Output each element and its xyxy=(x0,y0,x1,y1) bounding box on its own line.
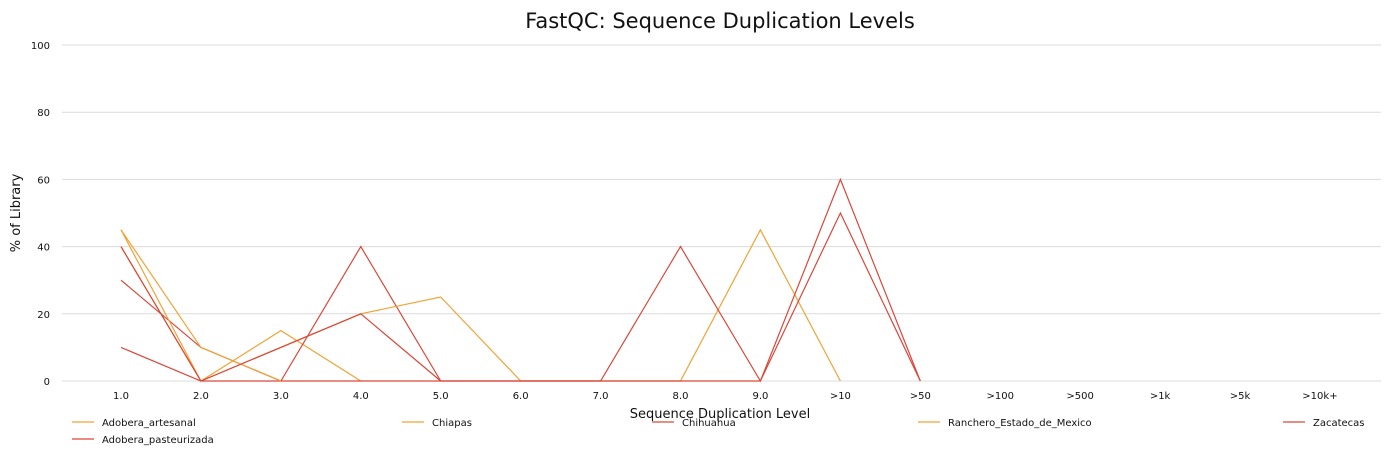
x-tick-label: >100 xyxy=(986,391,1013,402)
x-axis-label: Sequence Duplication Level xyxy=(630,407,810,422)
y-axis-label: % of Library xyxy=(9,173,24,252)
legend-label: Adobera_artesanal xyxy=(102,418,196,429)
legend-label: Zacatecas xyxy=(1313,418,1365,429)
x-tick-label: >10k+ xyxy=(1302,391,1337,402)
legend-label: Chiapas xyxy=(432,418,472,429)
legend: Adobera_artesanal Adobera_pasteurizada Chi… xyxy=(72,418,1365,446)
x-tick-label: >50 xyxy=(910,391,931,402)
series-line xyxy=(120,229,282,382)
series-lines xyxy=(120,177,921,383)
gridlines xyxy=(62,44,1381,382)
x-tick-label: >500 xyxy=(1066,391,1093,402)
series-line xyxy=(120,228,841,382)
x-tick-label: >10 xyxy=(830,391,851,402)
legend-label: Adobera_pasteurizada xyxy=(102,435,214,446)
series-line xyxy=(120,177,921,382)
x-tick-label: 4.0 xyxy=(353,391,369,402)
x-tick-label: 1.0 xyxy=(113,391,129,402)
y-tick-label: 0 xyxy=(44,377,50,388)
y-tick-label: 20 xyxy=(37,310,50,321)
x-tick-label: >1k xyxy=(1150,391,1171,402)
y-tick-label: 40 xyxy=(37,243,50,254)
legend-label: Ranchero_Estado_de_Mexico xyxy=(948,418,1092,429)
legend-item: Chiapas xyxy=(402,418,472,429)
legend-item: Zacatecas xyxy=(1283,418,1365,429)
y-tick-label: 80 xyxy=(37,108,50,119)
legend-label: Chihuahua xyxy=(682,418,736,429)
x-tick-label: 8.0 xyxy=(673,391,689,402)
x-axis-ticks: 1.0 2.0 3.0 4.0 5.0 6.0 7.0 8.0 9.0 >10 >50 >100 >50… xyxy=(113,391,1338,402)
x-tick-label: 9.0 xyxy=(752,391,768,402)
x-tick-label: 3.0 xyxy=(273,391,289,402)
x-tick-label: 2.0 xyxy=(193,391,209,402)
legend-item: Adobera_artesanal xyxy=(72,418,196,429)
x-tick-label: >5k xyxy=(1230,391,1251,402)
y-axis-ticks: 0 20 40 60 80 100 xyxy=(31,41,50,388)
x-tick-label: 5.0 xyxy=(433,391,449,402)
x-tick-label: 6.0 xyxy=(513,391,529,402)
chart-title: FastQC: Sequence Duplication Levels xyxy=(525,9,915,33)
legend-item: Adobera_pasteurizada xyxy=(72,435,214,446)
y-tick-label: 100 xyxy=(31,41,50,52)
x-tick-label: 7.0 xyxy=(593,391,609,402)
y-tick-label: 60 xyxy=(37,175,50,186)
legend-item: Chihuahua xyxy=(652,418,736,429)
legend-item: Ranchero_Estado_de_Mexico xyxy=(918,418,1092,429)
